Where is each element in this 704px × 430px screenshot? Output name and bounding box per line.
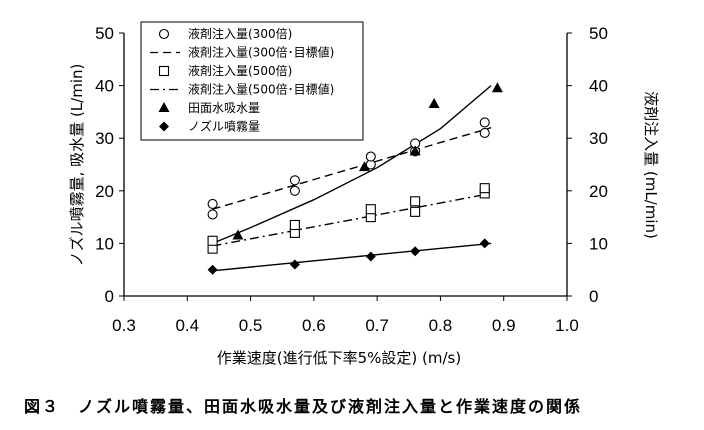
markers-group xyxy=(207,82,503,275)
legend-entry-5-label: 田面水吸水量 xyxy=(188,101,260,115)
series-6-point xyxy=(289,259,300,270)
y-right-tick-label: 20 xyxy=(589,182,608,201)
y-right-tick-label: 30 xyxy=(589,129,608,148)
y-left-tick-label: 50 xyxy=(95,24,114,43)
figure-caption: 図３ ノズル噴霧量、田面水吸水量及び液剤注入量と作業速度の関係 xyxy=(24,397,582,416)
y-left-tick-label: 20 xyxy=(95,182,114,201)
x-tick-label: 1.0 xyxy=(555,316,579,335)
series-1-point xyxy=(207,209,218,220)
legend-entry-4-label: 液剤注入量(500倍･目標値) xyxy=(188,82,334,97)
y-left-tick-label: 10 xyxy=(95,234,114,253)
legend: 液剤注入量(300倍) 液剤注入量(300倍･目標値) 液剤注入量(500倍) 液剤注… xyxy=(140,21,364,141)
series-1-point xyxy=(479,117,490,128)
legend-entry-1-label: 液剤注入量(300倍) xyxy=(188,26,292,41)
y-right-tick-label: 50 xyxy=(589,24,608,43)
y-right-tick-label: 0 xyxy=(589,287,598,306)
legend-entry-2-label: 液剤注入量(300倍･目標値) xyxy=(188,45,334,60)
series-6-point xyxy=(365,251,376,262)
x-tick-label: 0.5 xyxy=(239,316,263,335)
series-6-point xyxy=(207,264,218,275)
series-3-point xyxy=(410,196,421,207)
series-3-point xyxy=(365,204,376,215)
y-left-tick-label: 0 xyxy=(105,287,114,306)
legend-entry-1-symbol xyxy=(158,28,170,40)
series-5-point xyxy=(358,161,370,172)
series-5-point xyxy=(428,98,440,109)
axes-group xyxy=(119,32,572,301)
series-3-point xyxy=(289,219,300,231)
series-5-line xyxy=(212,85,492,245)
series-5-point xyxy=(491,82,503,93)
x-tick-label: 0.8 xyxy=(429,316,453,335)
x-tick-label: 0.9 xyxy=(492,316,516,335)
series-5-point xyxy=(409,145,421,156)
x-tick-label: 0.6 xyxy=(302,316,326,335)
y-axis-left-title: ノズル噴霧量, 吸水量 (L/min) xyxy=(68,64,86,267)
x-axis-title: 作業速度(進行低下率5%設定) (m/s) xyxy=(217,349,461,367)
tick-labels-group: 0.3 0.4 0.5 0.6 0.7 0.8 0.9 1.0 0 10 20 30 40 50 0 10 20… xyxy=(95,24,608,335)
legend-box xyxy=(140,21,364,141)
series-1-point xyxy=(479,127,490,138)
y-right-tick-label: 40 xyxy=(589,77,608,96)
series-6-point xyxy=(410,246,421,257)
y-left-tick-label: 30 xyxy=(95,129,114,148)
x-tick-label: 0.7 xyxy=(365,316,389,335)
y-axis-right-title: 液剤注入量 (mL/min) xyxy=(642,91,660,239)
series-3-point xyxy=(479,183,490,194)
fit-lines-group xyxy=(212,85,492,272)
series-1-point xyxy=(289,185,300,196)
x-tick-label: 0.3 xyxy=(112,316,136,335)
series-2-line xyxy=(212,127,492,210)
legend-entry-5-symbol xyxy=(158,102,170,112)
series-3-point xyxy=(207,235,218,246)
series-1-point xyxy=(365,151,376,162)
legend-entry-6-symbol xyxy=(159,121,169,132)
y-left-tick-label: 40 xyxy=(95,77,114,96)
legend-entry-3-symbol xyxy=(158,65,170,77)
series-6-point xyxy=(479,238,490,249)
series-3-point xyxy=(410,206,421,217)
legend-entry-6-label: ノズル噴霧量 xyxy=(188,119,260,134)
series-6-line xyxy=(212,242,492,272)
series-1-point xyxy=(207,198,218,209)
y-right-tick-label: 10 xyxy=(589,234,608,253)
legend-entry-3-label: 液剤注入量(500倍) xyxy=(188,63,292,78)
series-1-point xyxy=(289,175,300,186)
series-4-line xyxy=(212,192,492,247)
x-tick-label: 0.4 xyxy=(175,316,199,335)
series-5-point xyxy=(232,229,244,240)
